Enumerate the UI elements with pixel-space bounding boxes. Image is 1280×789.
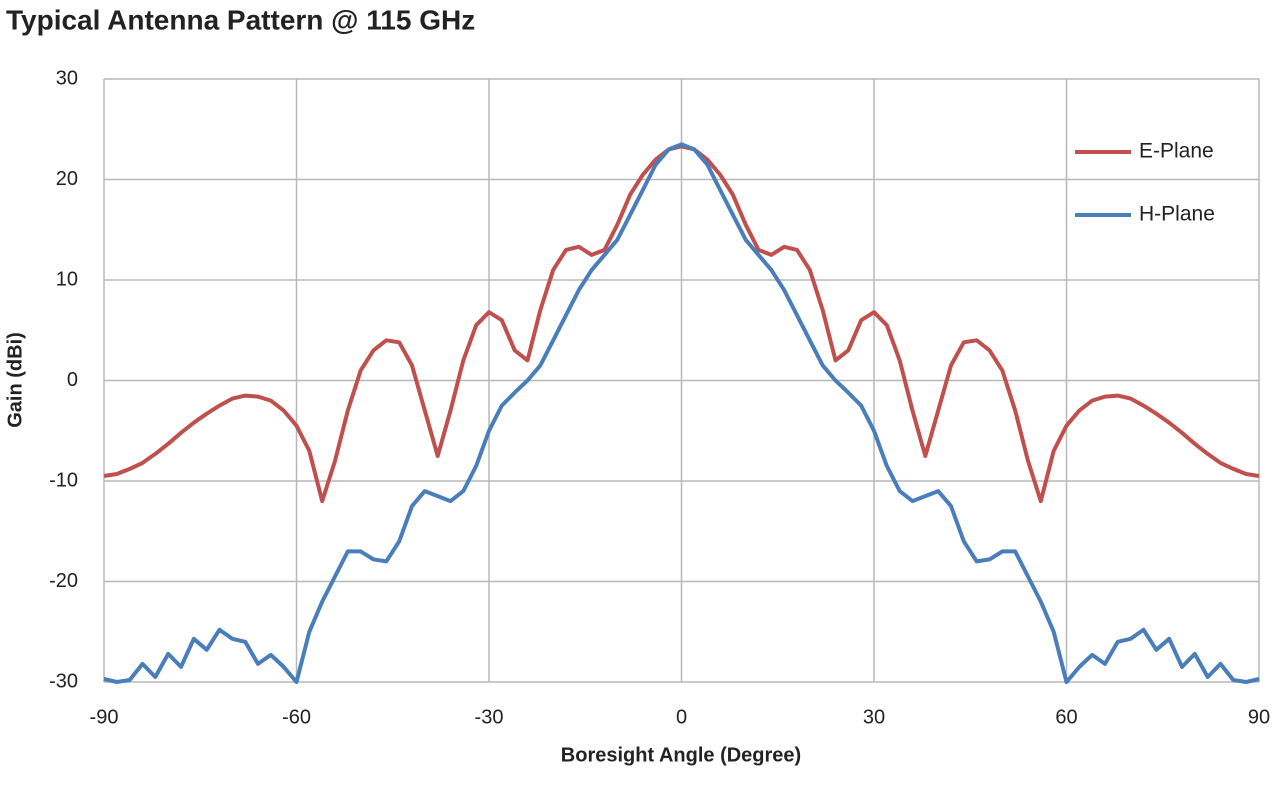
- y-tick-label: 30: [56, 67, 78, 89]
- x-tick-label: -60: [282, 706, 311, 728]
- x-tick-label: 0: [676, 706, 687, 728]
- x-tick-label: -30: [475, 706, 504, 728]
- y-tick-label: 0: [67, 369, 78, 391]
- chart-title: Typical Antenna Pattern @ 115 GHz: [6, 4, 475, 35]
- x-tick-label: 30: [863, 706, 885, 728]
- y-tick-label: 20: [56, 168, 78, 190]
- legend-label: H-Plane: [1139, 203, 1215, 226]
- legend-label: E-Plane: [1139, 140, 1214, 163]
- x-tick-label: 90: [1248, 706, 1270, 728]
- series-line: [103, 142, 1260, 684]
- x-tick-label: -90: [90, 706, 119, 728]
- y-tick-label: -30: [49, 670, 78, 692]
- y-axis-title: Gain (dBi): [4, 332, 26, 428]
- y-tick-label: -20: [49, 570, 78, 592]
- x-tick-label: 60: [1055, 706, 1077, 728]
- x-axis-title: Boresight Angle (Degree): [561, 744, 801, 766]
- y-tick-label: 10: [56, 268, 78, 290]
- y-tick-label: -10: [49, 469, 78, 491]
